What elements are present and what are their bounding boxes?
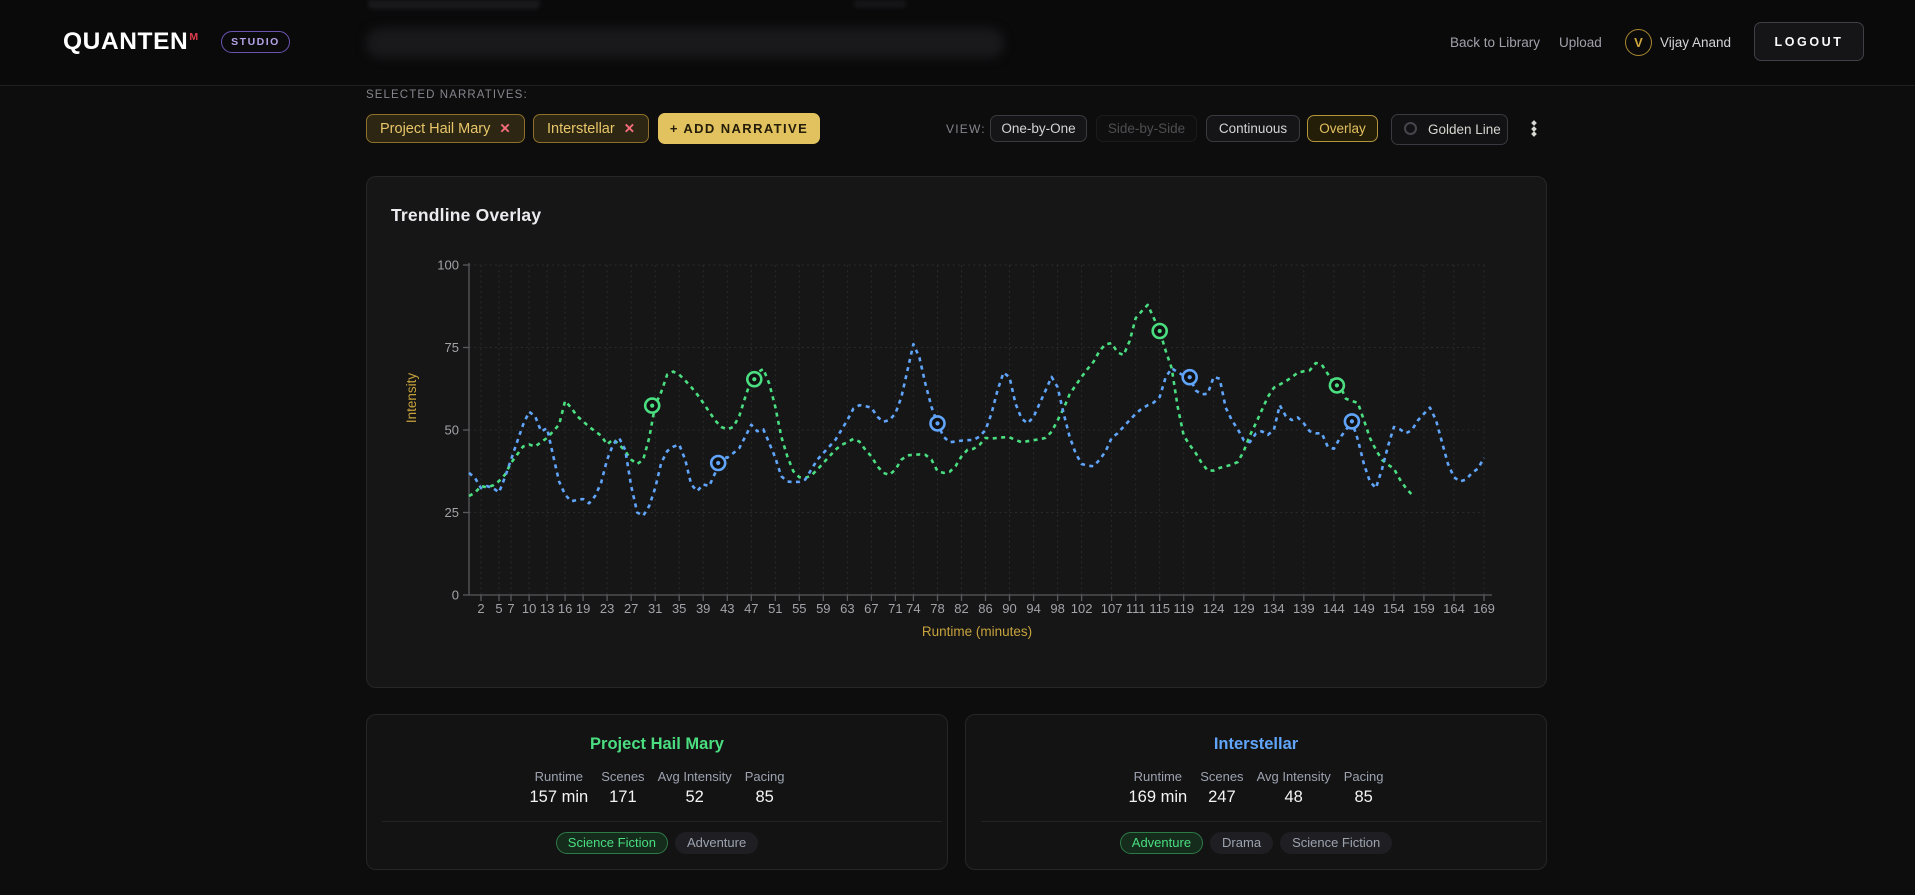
svg-text:Runtime (minutes): Runtime (minutes) [922, 624, 1032, 639]
svg-text:7: 7 [507, 601, 514, 616]
svg-text:164: 164 [1443, 601, 1465, 616]
svg-text:Intensity: Intensity [404, 373, 419, 424]
svg-text:16: 16 [558, 601, 572, 616]
svg-text:119: 119 [1173, 601, 1194, 616]
svg-text:31: 31 [648, 601, 662, 616]
svg-text:102: 102 [1071, 601, 1093, 616]
svg-text:107: 107 [1101, 601, 1123, 616]
svg-text:100: 100 [437, 258, 459, 273]
svg-text:2: 2 [477, 601, 484, 616]
svg-text:129: 129 [1233, 601, 1255, 616]
svg-text:63: 63 [840, 601, 854, 616]
svg-text:43: 43 [720, 601, 734, 616]
svg-text:98: 98 [1050, 601, 1064, 616]
svg-text:169: 169 [1473, 601, 1495, 616]
svg-text:23: 23 [600, 601, 614, 616]
svg-text:51: 51 [768, 601, 782, 616]
svg-text:134: 134 [1263, 601, 1285, 616]
svg-text:74: 74 [906, 601, 920, 616]
svg-text:55: 55 [792, 601, 806, 616]
svg-text:115: 115 [1149, 601, 1170, 616]
svg-text:0: 0 [452, 588, 459, 603]
svg-text:90: 90 [1002, 601, 1016, 616]
svg-text:67: 67 [864, 601, 878, 616]
svg-text:13: 13 [540, 601, 554, 616]
svg-text:39: 39 [696, 601, 710, 616]
svg-text:71: 71 [888, 601, 902, 616]
svg-text:75: 75 [445, 340, 459, 355]
svg-text:159: 159 [1413, 601, 1435, 616]
svg-text:82: 82 [954, 601, 968, 616]
svg-text:94: 94 [1026, 601, 1040, 616]
svg-text:144: 144 [1323, 601, 1345, 616]
svg-text:5: 5 [495, 601, 502, 616]
svg-text:124: 124 [1203, 601, 1225, 616]
svg-text:59: 59 [816, 601, 830, 616]
svg-text:19: 19 [576, 601, 590, 616]
svg-text:149: 149 [1353, 601, 1375, 616]
svg-text:78: 78 [930, 601, 944, 616]
svg-text:154: 154 [1383, 601, 1405, 616]
svg-text:139: 139 [1293, 601, 1315, 616]
svg-text:35: 35 [672, 601, 686, 616]
svg-text:10: 10 [522, 601, 536, 616]
svg-text:50: 50 [445, 423, 459, 438]
svg-text:111: 111 [1126, 601, 1146, 616]
svg-text:25: 25 [445, 505, 459, 520]
svg-text:86: 86 [978, 601, 992, 616]
svg-text:27: 27 [624, 601, 638, 616]
svg-text:47: 47 [744, 601, 758, 616]
